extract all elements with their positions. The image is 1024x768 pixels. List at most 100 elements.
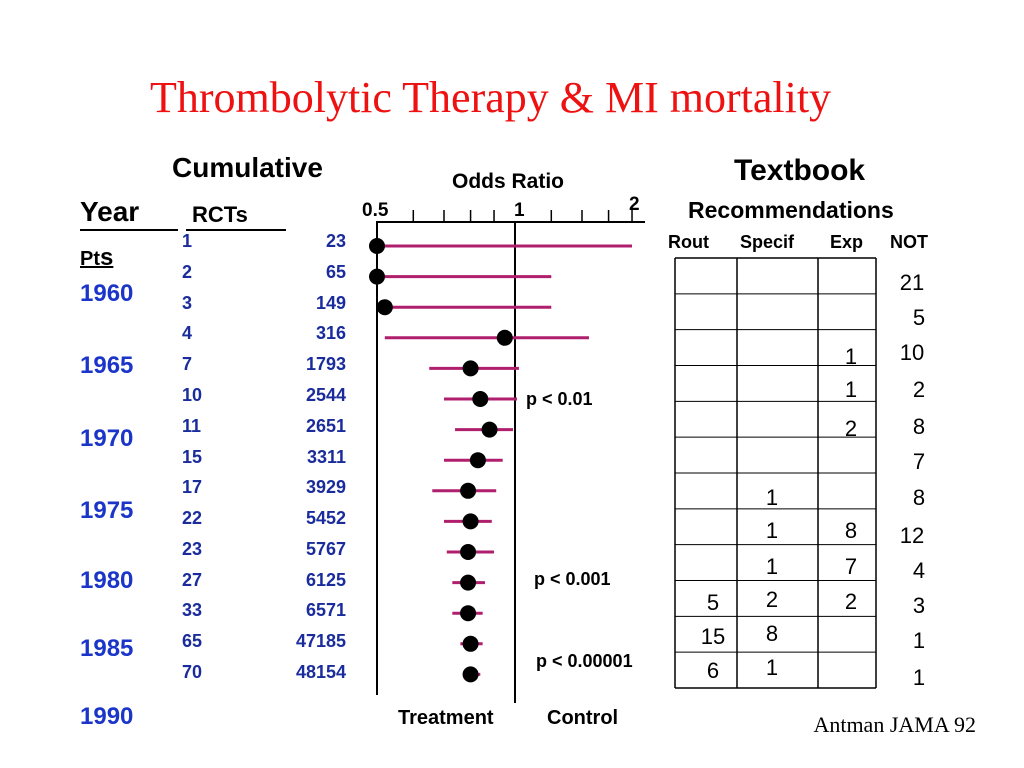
odds-ratio-axis-title: Odds Ratio: [452, 170, 565, 193]
table-cell-not: 5: [912, 305, 926, 330]
table-cell-exp: 7: [844, 554, 858, 579]
patient-count: 2544: [305, 385, 346, 405]
odds-ratio-point: [462, 666, 479, 683]
rct-count: 70: [182, 662, 203, 682]
odds-ratio-point: [460, 544, 477, 560]
table-cell-exp: 1: [844, 377, 858, 402]
year-label-1990: 1990: [80, 703, 134, 730]
cumulative-label: Cumulative: [172, 152, 323, 183]
rct-count: 15: [182, 447, 203, 467]
pts-label-b: s: [100, 244, 114, 271]
year-label-1985: 1985: [80, 635, 134, 662]
year-label-1970: 1970: [80, 425, 134, 452]
table-cell-rout: 5: [706, 590, 720, 615]
table-cell-not: 4: [912, 558, 926, 583]
control-label: Control: [547, 707, 619, 729]
table-cell-specif: 8: [765, 621, 779, 646]
pvalue-label-3: p < 0.00001: [536, 651, 633, 671]
patient-count: 316: [315, 323, 346, 343]
rct-count: 11: [182, 416, 202, 436]
pvalue-label-2: p < 0.001: [534, 569, 611, 589]
table-cell-not: 8: [912, 485, 926, 510]
column-header-exp: Exp: [830, 232, 864, 252]
patient-count: 47185: [295, 631, 346, 651]
odds-ratio-point: [369, 238, 385, 254]
patient-count: 23: [325, 231, 346, 251]
table-cell-exp: 2: [844, 416, 858, 441]
citation-text: Antman JAMA 92: [813, 712, 976, 737]
pvalue-label-1: p < 0.01: [526, 389, 593, 409]
table-cell-rout: 15: [700, 624, 726, 649]
axis-minor-ticks: [412, 210, 633, 222]
odds-ratio-point: [496, 329, 513, 346]
tick-label-2: 2: [629, 194, 640, 215]
odds-ratio-point: [469, 452, 486, 469]
table-row-lines: [675, 293, 876, 653]
odds-ratio-point: [462, 513, 479, 530]
table-cell-not: 8: [912, 414, 926, 439]
rct-count: 65: [182, 631, 203, 651]
patient-count: 6571: [305, 600, 346, 620]
rct-count: 3: [182, 293, 193, 313]
table-cell-not: 1: [912, 628, 926, 653]
odds-ratio-point: [462, 635, 479, 652]
rct-count: 22: [182, 508, 203, 528]
rct-count: 17: [182, 477, 203, 497]
treatment-label: Treatment: [398, 707, 494, 729]
odds-ratio-point: [460, 605, 477, 622]
table-cell-exp: 1: [844, 344, 858, 369]
patient-count: 149: [315, 293, 346, 313]
table-cell-specif: 1: [765, 554, 779, 579]
year-label-1965: 1965: [80, 352, 134, 379]
table-cell-not: 21: [899, 270, 925, 295]
pts-label-a: Pt: [80, 248, 100, 270]
table-cell-not: 12: [899, 523, 925, 548]
rct-count: 27: [182, 570, 203, 590]
patient-count: 3311: [306, 447, 346, 467]
patient-count: 5452: [305, 508, 346, 528]
rct-count: 7: [182, 354, 193, 374]
year-label-1960: 1960: [80, 280, 134, 307]
rct-count: 10: [182, 385, 203, 405]
table-cell-not: 3: [912, 593, 926, 618]
rct-count: 2: [182, 262, 193, 282]
table-cell-specif: 1: [765, 655, 779, 680]
table-cell-specif: 2: [765, 587, 779, 612]
patient-count: 48154: [295, 662, 346, 682]
table-cell-not: 1: [912, 665, 926, 690]
pts-label: Pts: [80, 244, 113, 272]
odds-ratio-point: [481, 421, 498, 438]
odds-ratio-point: [369, 268, 385, 285]
patient-count: 2651: [305, 416, 346, 436]
year-label-1975: 1975: [80, 497, 134, 524]
rct-count: 33: [182, 600, 203, 620]
year-underline: [80, 229, 178, 231]
table-cell-rout: 6: [706, 658, 720, 683]
odds-ratio-point: [376, 299, 393, 316]
tick-label-0-5: 0.5: [362, 200, 389, 221]
patient-count: 65: [325, 262, 346, 282]
rct-count: 23: [182, 539, 203, 559]
table-cell-specif: 1: [765, 485, 779, 510]
rct-count: 1: [182, 231, 193, 251]
table-cell-not: 7: [912, 449, 926, 474]
patient-count: 1793: [305, 354, 346, 374]
rct-count: 4: [182, 323, 193, 343]
year-label-1980: 1980: [80, 567, 134, 594]
patient-count: 3929: [305, 477, 346, 497]
odds-ratio-point: [472, 391, 489, 407]
rcts-label: RCTs: [192, 202, 248, 227]
slide-title: Thrombolytic Therapy & MI mortality: [150, 73, 832, 122]
table-cell-not: 10: [899, 340, 925, 365]
table-cell-specif: 1: [765, 518, 779, 543]
table-cell-exp: 8: [844, 518, 858, 543]
patient-count: 5767: [305, 539, 346, 559]
table-cell-exp: 2: [844, 589, 858, 614]
rcts-underline: [186, 229, 286, 231]
tick-label-1: 1: [514, 200, 525, 221]
patient-count: 6125: [305, 570, 346, 590]
forest-rows: [369, 238, 633, 683]
column-header-specif: Specif: [740, 232, 795, 252]
